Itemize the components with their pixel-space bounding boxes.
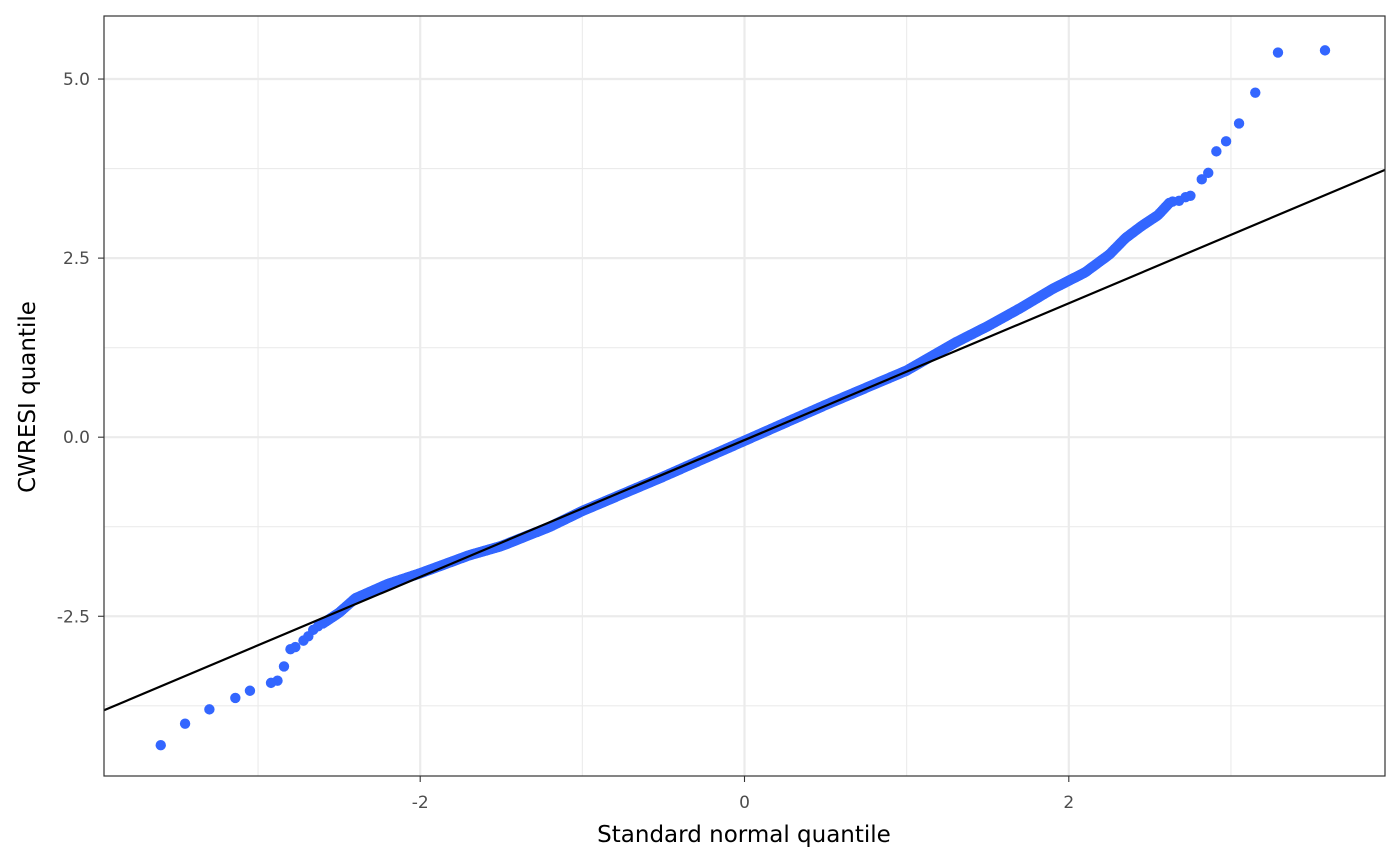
major-gridlines <box>104 16 1385 776</box>
data-point <box>285 644 296 655</box>
x-tick-label: 2 <box>1063 793 1074 813</box>
data-point <box>298 635 309 646</box>
x-axis-title: Standard normal quantile <box>597 822 891 848</box>
y-tick-label: 0.0 <box>63 428 90 448</box>
x-tick-label: 0 <box>739 793 750 813</box>
data-point <box>244 685 256 696</box>
data-point <box>1167 196 1178 207</box>
data-point <box>1233 118 1245 129</box>
data-point <box>230 692 241 704</box>
x-axis: -2 0 2 <box>412 776 1074 813</box>
data-point <box>265 677 277 689</box>
data-point <box>278 661 290 672</box>
data-point <box>1203 167 1214 179</box>
y-tick-label: -2.5 <box>57 607 90 627</box>
y-tick-label: 5.0 <box>63 70 90 90</box>
y-axis: -2.5 0.0 2.5 5.0 <box>57 70 104 627</box>
y-axis-title: CWRESI quantile <box>15 301 41 493</box>
data-point <box>1211 146 1222 157</box>
data-point <box>1220 136 1232 147</box>
data-point <box>1319 45 1331 56</box>
data-point <box>155 740 166 751</box>
data-point <box>1196 174 1207 185</box>
data-point <box>1272 47 1284 58</box>
data-point <box>179 718 191 729</box>
data-point <box>1250 87 1261 98</box>
reference-line <box>103 168 1386 712</box>
data-point <box>204 704 215 715</box>
x-tick-label: -2 <box>412 793 429 813</box>
y-tick-label: 2.5 <box>63 249 90 269</box>
